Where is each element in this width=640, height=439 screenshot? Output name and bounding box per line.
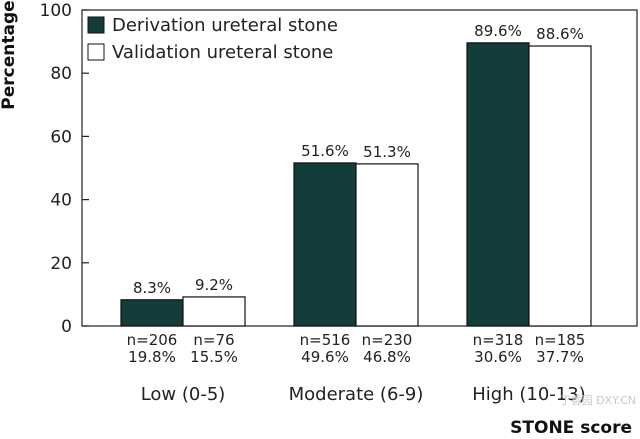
bar-value-label: 8.3% <box>133 279 171 297</box>
bar-validation <box>355 163 419 327</box>
category-label: Low (0-5) <box>141 384 226 405</box>
bar-count-label: n=185 <box>535 331 586 349</box>
bar-derivation <box>120 299 184 327</box>
x-axis-title: STONE score <box>510 418 632 438</box>
bar-value-label: 89.6% <box>474 22 522 40</box>
bar-value-label: 51.3% <box>363 143 411 161</box>
bar-share-label: 30.6% <box>474 348 522 366</box>
bar-value-labels: 8.3% 9.2% 51.6% 51.3% 89.6% 88.6% <box>133 22 584 297</box>
bar-value-label: 51.6% <box>301 142 349 160</box>
legend-swatch-derivation <box>87 16 105 34</box>
bar-derivation <box>293 162 357 327</box>
y-tick-label: 20 <box>50 254 72 274</box>
bar-share-label: 19.8% <box>128 348 176 366</box>
bar-validation <box>528 45 592 327</box>
bar-count-label: n=230 <box>362 331 413 349</box>
legend-label-derivation: Derivation ureteral stone <box>112 15 338 36</box>
y-tick-label: 0 <box>61 317 72 337</box>
bar-share-label: 46.8% <box>363 348 411 366</box>
bar-share-label: 37.7% <box>536 348 584 366</box>
bar-count-label: n=206 <box>127 331 178 349</box>
y-tick-label: 40 <box>50 191 72 211</box>
y-tick-label: 100 <box>40 1 72 21</box>
bar-count-label: n=516 <box>300 331 351 349</box>
bar-share-label: 15.5% <box>190 348 238 366</box>
y-tick-label: 80 <box>50 64 72 84</box>
y-axis-title: Percentage <box>0 0 19 109</box>
bar-count-label: n=76 <box>193 331 234 349</box>
bar-value-label: 88.6% <box>536 25 584 43</box>
bar-count-label: n=318 <box>473 331 524 349</box>
bars <box>120 42 592 327</box>
category-label: Moderate (6-9) <box>289 384 424 405</box>
category-labels: Low (0-5) Moderate (6-9) High (10-13) <box>141 384 586 405</box>
y-axis-ticks: 0 20 40 60 80 100 <box>40 1 89 337</box>
bar-value-label: 9.2% <box>195 276 233 294</box>
category-label: High (10-13) <box>472 384 585 405</box>
legend-label-validation: Validation ureteral stone <box>112 42 333 63</box>
legend: Derivation ureteral stone Validation ure… <box>87 15 338 63</box>
watermark: 丁香园 DXY.CN <box>560 394 636 407</box>
bar-validation <box>182 296 246 327</box>
legend-swatch-validation <box>87 43 105 61</box>
bar-share-label: 49.6% <box>301 348 349 366</box>
y-tick-label: 60 <box>50 127 72 147</box>
bar-derivation <box>466 42 530 327</box>
